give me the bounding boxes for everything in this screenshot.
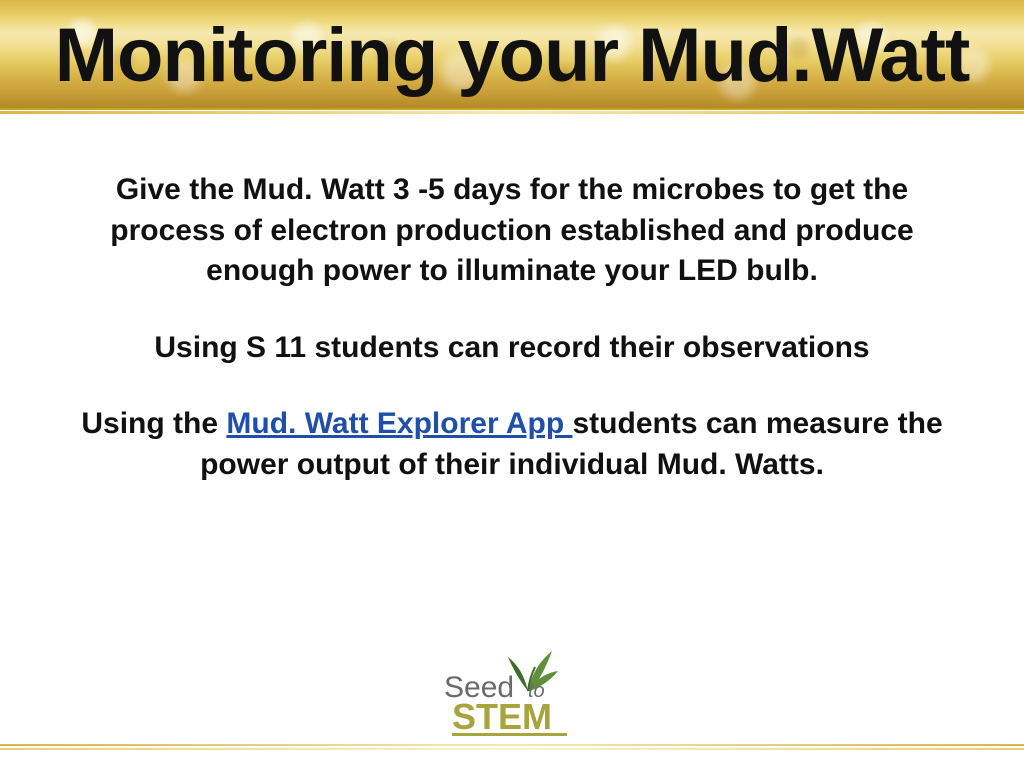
slide: Monitoring your Mud.Watt Give the Mud. W… — [0, 0, 1024, 768]
p3-before: Using the — [81, 407, 226, 440]
footer-rule-line-2 — [0, 748, 1024, 750]
logo-svg: Seed to STEM — [432, 643, 592, 738]
explorer-app-link[interactable]: Mud. Watt Explorer App — [226, 407, 572, 440]
slide-title: Monitoring your Mud.Watt — [0, 0, 1024, 110]
paragraph-1: Give the Mud. Watt 3 -5 days for the mic… — [80, 170, 944, 292]
logo-text-stem: STEM — [452, 696, 552, 737]
logo-underline — [452, 733, 567, 736]
paragraph-3: Using the Mud. Watt Explorer App student… — [80, 404, 944, 485]
paragraph-2: Using S 11 students can record their obs… — [80, 328, 944, 369]
footer-rule — [0, 744, 1024, 750]
footer-rule-line-1 — [0, 744, 1024, 746]
seed-to-stem-logo: Seed to STEM — [432, 643, 592, 738]
body-text: Give the Mud. Watt 3 -5 days for the mic… — [80, 170, 944, 521]
